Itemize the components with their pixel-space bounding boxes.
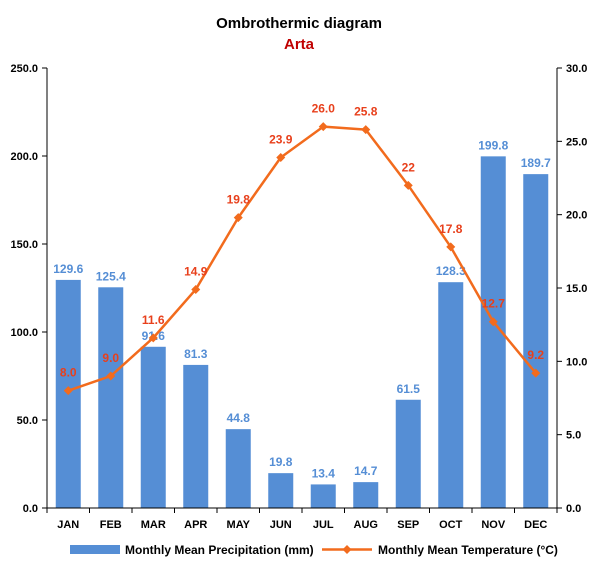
left-tick-label: 250.0 [10, 63, 38, 75]
temperature-value-label: 25.8 [354, 105, 378, 119]
temperature-value-label: 8.0 [60, 366, 77, 380]
temperature-value-label: 26.0 [312, 102, 336, 116]
precipitation-bar [268, 473, 294, 508]
precipitation-value-label: 13.4 [312, 466, 336, 480]
precipitation-value-label: 19.8 [269, 455, 293, 469]
right-tick-label: 25.0 [566, 136, 587, 148]
precipitation-bar [353, 482, 379, 508]
right-tick-label: 15.0 [566, 283, 587, 295]
precipitation-bar [140, 346, 166, 508]
temperature-value-label: 23.9 [269, 132, 293, 146]
temperature-point [488, 317, 498, 327]
temperature-value-label: 9.0 [102, 351, 119, 365]
precipitation-bar [98, 287, 124, 508]
right-y-axis: 0.0 5.0 10.0 15.0 20.0 25.0 30.0 [556, 63, 587, 515]
left-y-axis: 0.0 50.0 100.0 150.0 200.0 250.0 [10, 63, 48, 515]
chart-title: Ombrothermic diagram [216, 15, 382, 32]
legend: Monthly Mean Precipitation (mm) Monthly … [70, 543, 558, 557]
left-tick-label: 0.0 [23, 503, 38, 515]
temperature-point [63, 386, 73, 396]
precipitation-value-label: 128.3 [436, 264, 466, 278]
legend-precipitation-swatch [70, 545, 120, 554]
temperature-value-label: 22 [402, 160, 416, 174]
x-category-label: APR [184, 519, 207, 531]
precipitation-bar [183, 364, 209, 508]
temperature-point [106, 371, 116, 381]
x-axis: JAN FEB MAR APR MAY JUN JUL AUG SEP OCT NOV DEC [46, 507, 558, 531]
precipitation-value-label: 81.3 [184, 347, 208, 361]
x-category-label: FEB [100, 519, 122, 531]
right-tick-label: 5.0 [566, 430, 581, 442]
x-category-label: SEP [397, 519, 419, 531]
temperature-point [318, 122, 328, 132]
precipitation-value-label: 14.7 [354, 464, 378, 478]
legend-precipitation-label: Monthly Mean Precipitation (mm) [125, 543, 314, 557]
precipitation-value-label: 125.4 [96, 269, 126, 283]
left-tick-label: 50.0 [17, 415, 38, 427]
temperature-point [403, 180, 413, 190]
temperature-value-label: 11.6 [142, 313, 165, 327]
temperature-series-line [67, 125, 537, 392]
precipitation-bar [395, 399, 421, 508]
temperature-point [531, 368, 541, 378]
x-category-label: OCT [439, 519, 463, 531]
precipitation-bar [225, 429, 251, 508]
right-tick-label: 30.0 [566, 63, 587, 75]
precipitation-bar [523, 174, 549, 509]
temperature-point [446, 242, 456, 252]
precipitation-bar [310, 484, 336, 508]
x-category-label: MAR [141, 519, 166, 531]
temperature-value-label: 14.9 [184, 264, 208, 278]
x-category-label: AUG [354, 519, 378, 531]
temperature-point [276, 152, 286, 162]
x-category-label: DEC [524, 519, 547, 531]
right-tick-label: 10.0 [566, 356, 587, 368]
precipitation-bars [55, 156, 549, 509]
chart-subtitle: Arta [284, 36, 315, 53]
x-category-label: MAY [227, 519, 251, 531]
temperature-labels: 8.0 9.0 11.6 14.9 19.8 23.9 26.0 25.8 22 17.8 12.7… [60, 102, 545, 380]
left-tick-label: 100.0 [10, 327, 38, 339]
precipitation-labels: 129.6125.491.681.344.819.813.414.761.512… [53, 138, 551, 480]
x-category-label: NOV [481, 519, 506, 531]
x-category-label: JAN [57, 519, 79, 531]
precipitation-value-label: 61.5 [397, 382, 421, 396]
x-category-label: JUN [270, 519, 292, 531]
temperature-point [148, 333, 158, 343]
left-tick-label: 150.0 [10, 239, 38, 251]
precipitation-bar [438, 282, 464, 508]
precipitation-value-label: 44.8 [227, 411, 251, 425]
precipitation-value-label: 199.8 [478, 138, 508, 152]
legend-temperature-marker [342, 545, 352, 554]
left-tick-label: 200.0 [10, 151, 38, 163]
temperature-point [233, 213, 243, 223]
temperature-point [361, 125, 371, 135]
precipitation-value-label: 189.7 [521, 156, 551, 170]
right-tick-label: 0.0 [566, 503, 581, 515]
temperature-value-label: 9.2 [527, 348, 544, 362]
temperature-value-label: 12.7 [482, 297, 506, 311]
temperature-line [63, 122, 541, 396]
temperature-value-label: 17.8 [439, 222, 463, 236]
x-category-label: JUL [313, 519, 334, 531]
temperature-point [191, 284, 201, 294]
legend-temperature-label: Monthly Mean Temperature (°C) [378, 543, 558, 557]
precipitation-value-label: 129.6 [53, 262, 83, 276]
temperature-value-label: 19.8 [227, 193, 251, 207]
right-tick-label: 20.0 [566, 210, 587, 222]
